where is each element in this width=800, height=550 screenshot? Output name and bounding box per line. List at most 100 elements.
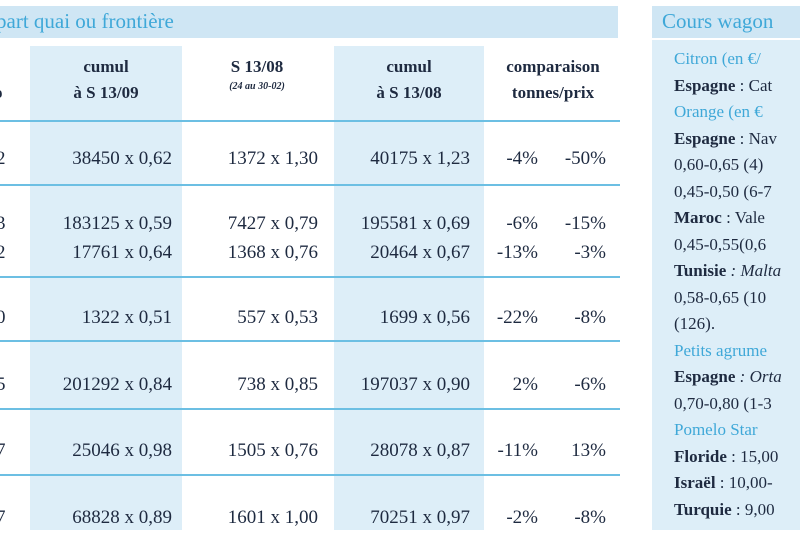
row-code: 3 <box>0 213 6 234</box>
panel-line: Israël : 10,00- <box>674 472 773 494</box>
price-change: -3% <box>574 242 606 263</box>
week-1308-value: 557 x 0,53 <box>237 307 318 328</box>
cumul-1309-value: 25046 x 0,98 <box>72 440 172 461</box>
tonnes-change: -6% <box>506 213 538 234</box>
week-1308-value: 738 x 0,85 <box>237 374 318 395</box>
panel-line-text: (en € <box>724 102 763 121</box>
panel-line-label: Espagne <box>674 367 736 386</box>
panel-line-text: : Vale <box>721 208 765 227</box>
panel-line: Petits agrume <box>674 340 767 362</box>
panel-line-label: Petits agrume <box>674 340 768 360</box>
row-divider <box>0 184 620 186</box>
week-1308-value: 7427 x 0,79 <box>227 213 318 234</box>
panel-line: Tunisie : Malta <box>674 260 781 282</box>
header-divider <box>0 120 620 122</box>
panel-line: Maroc : Vale <box>674 207 765 229</box>
column-shade-cumul-1308 <box>334 46 484 530</box>
tonnes-change: -13% <box>496 242 538 263</box>
panel-line-text: : Cat <box>735 75 773 95</box>
panel-line: 0,45-0,50 (6-7 <box>674 181 772 203</box>
header-comparison: comparaison tonnes/prix <box>506 57 600 102</box>
panel-line-label: Pomelo Star <box>674 420 758 439</box>
panel-line: Floride : 15,00 <box>674 446 778 468</box>
panel-line: 0,60-0,65 (4) <box>674 154 763 176</box>
row-code: 5 <box>0 374 6 395</box>
column-shade-cumul-1309 <box>30 46 182 530</box>
panel-line-text: (126). <box>674 314 716 333</box>
panel-line-label: Maroc <box>674 208 722 227</box>
panel-line-text: : 10,00- <box>715 473 773 492</box>
cumul-1309-value: 1322 x 0,51 <box>81 307 172 328</box>
panel-line-label: Floride <box>674 446 727 466</box>
tonnes-change: -22% <box>496 307 538 328</box>
wagon-price-panel: Cours wagon Citron (en €/ Espagne : Cat Or… <box>652 0 800 550</box>
week-1308-value: 1505 x 0,76 <box>227 440 318 461</box>
panel-line-text: : Malta <box>726 261 782 280</box>
cumul-1308-value: 20464 x 0,67 <box>370 242 470 263</box>
header-col0: o <box>0 80 8 106</box>
cumul-1309-value: 68828 x 0,89 <box>72 507 172 528</box>
price-change: -8% <box>574 507 606 528</box>
panel-line-text: 0,58-0,65 (10 <box>674 287 767 307</box>
panel-line-label: Orange <box>674 102 725 121</box>
week-1308-value: 1601 x 1,00 <box>227 507 318 528</box>
panel-line: (126). <box>674 313 715 335</box>
panel-line-label: Turquie <box>674 499 732 519</box>
panel-line: 0,70-0,80 (1-3 <box>674 393 772 415</box>
row-code: 2 <box>0 148 6 169</box>
table-title-bar: part quai ou frontière <box>0 6 618 38</box>
panel-title-bar: Cours wagon <box>652 6 800 38</box>
tonnes-change: -2% <box>506 507 538 528</box>
row-code: 7 <box>0 440 6 461</box>
cumul-1309-value: 201292 x 0,84 <box>62 374 172 395</box>
panel-line: Espagne : Orta <box>674 366 782 388</box>
panel-line: Orange (en € <box>674 101 763 123</box>
row-divider <box>0 474 620 476</box>
panel-line-text: (en €/ <box>717 49 761 68</box>
panel-line-text: 0,70-0,80 (1-3 <box>674 393 772 413</box>
panel-line-text: : Orta <box>735 367 782 386</box>
row-divider <box>0 340 620 342</box>
price-change: -50% <box>564 148 606 169</box>
header-cumul-1308: cumul à S 13/08 <box>376 57 442 102</box>
departure-price-table: part quai ou frontière o cumul à S 13/09… <box>0 6 620 530</box>
panel-line: Pomelo Star <box>674 419 758 441</box>
tonnes-change: 2% <box>512 374 538 395</box>
cumul-1308-value: 40175 x 1,23 <box>370 148 470 169</box>
panel-title: Cours wagon <box>662 9 774 33</box>
tonnes-change: -11% <box>497 440 538 461</box>
price-change: -6% <box>574 374 606 395</box>
panel-line-text: 0,60-0,65 (4) <box>674 155 764 174</box>
row-code: 0 <box>0 307 6 328</box>
tonnes-change: -4% <box>506 148 538 169</box>
week-1308-value: 1368 x 0,76 <box>227 242 318 263</box>
cumul-1308-value: 70251 x 0,97 <box>370 507 470 528</box>
cumul-1308-value: 28078 x 0,87 <box>370 440 470 461</box>
panel-line: Espagne : Cat <box>674 75 772 97</box>
header-cumul-1309: cumul à S 13/09 <box>73 57 139 102</box>
cumul-1309-value: 38450 x 0,62 <box>72 148 172 169</box>
cumul-1309-value: 17761 x 0,64 <box>72 242 172 263</box>
cumul-1309-value: 183125 x 0,59 <box>62 213 172 234</box>
row-divider <box>0 276 620 278</box>
panel-line-text: : Nav <box>735 128 777 148</box>
panel-line-text: : 15,00 <box>726 446 779 466</box>
row-code: 7 <box>0 507 6 528</box>
panel-line: 0,58-0,65 (10 <box>674 287 766 309</box>
panel-line-label: Citron <box>674 49 718 68</box>
panel-line: Espagne : Nav <box>674 128 777 150</box>
row-code: 2 <box>0 242 6 263</box>
price-change: 13% <box>571 440 606 461</box>
panel-line: Turquie : 9,00 <box>674 499 775 521</box>
panel-line-label: Israël <box>674 473 716 492</box>
cumul-1308-value: 195581 x 0,69 <box>360 213 470 234</box>
panel-line-label: Espagne <box>674 75 736 95</box>
table-title: part quai ou frontière <box>0 9 174 33</box>
cumul-1308-value: 1699 x 0,56 <box>379 307 470 328</box>
panel-line-text: 0,45-0,50 (6-7 <box>674 181 772 201</box>
row-divider <box>0 408 620 410</box>
panel-line-text: : 9,00 <box>731 499 775 519</box>
panel-line-label: Espagne <box>674 128 736 148</box>
cumul-1308-value: 197037 x 0,90 <box>360 374 470 395</box>
panel-body <box>652 40 800 530</box>
